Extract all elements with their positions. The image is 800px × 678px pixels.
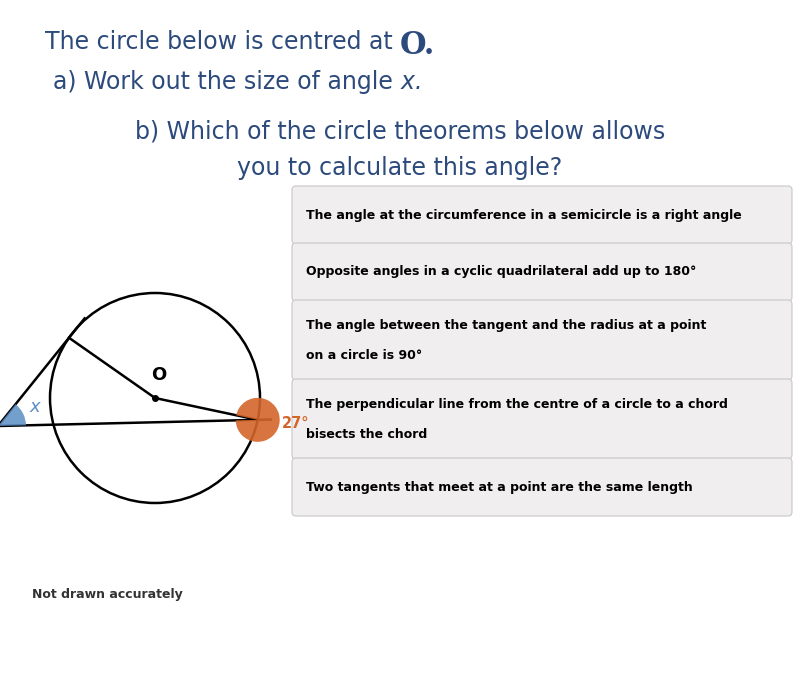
Text: $x$.: $x$. (400, 70, 421, 94)
Text: Opposite angles in a cyclic quadrilateral add up to 180°: Opposite angles in a cyclic quadrilatera… (306, 266, 696, 279)
Text: Two tangents that meet at a point are the same length: Two tangents that meet at a point are th… (306, 481, 693, 494)
Text: b) Which of the circle theorems below allows: b) Which of the circle theorems below al… (135, 120, 665, 144)
Text: you to calculate this angle?: you to calculate this angle? (238, 156, 562, 180)
Text: bisects the chord: bisects the chord (306, 428, 427, 441)
Text: The circle below is centred at: The circle below is centred at (45, 30, 400, 54)
Text: The perpendicular line from the centre of a circle to a chord: The perpendicular line from the centre o… (306, 398, 728, 411)
Text: Not drawn accurately: Not drawn accurately (32, 588, 182, 601)
Wedge shape (0, 404, 26, 426)
FancyBboxPatch shape (292, 243, 792, 301)
Text: O.: O. (400, 30, 435, 61)
Text: 27°: 27° (282, 416, 310, 431)
Text: a) Work out the size of angle: a) Work out the size of angle (53, 70, 400, 94)
Text: The angle between the tangent and the radius at a point: The angle between the tangent and the ra… (306, 319, 706, 332)
FancyBboxPatch shape (292, 300, 792, 380)
FancyBboxPatch shape (292, 186, 792, 244)
Text: O: O (151, 366, 166, 384)
FancyBboxPatch shape (292, 458, 792, 516)
Text: The angle at the circumference in a semicircle is a right angle: The angle at the circumference in a semi… (306, 209, 742, 222)
Text: on a circle is 90°: on a circle is 90° (306, 349, 422, 362)
FancyBboxPatch shape (292, 379, 792, 459)
Text: $x$: $x$ (29, 399, 42, 416)
Wedge shape (236, 398, 280, 442)
